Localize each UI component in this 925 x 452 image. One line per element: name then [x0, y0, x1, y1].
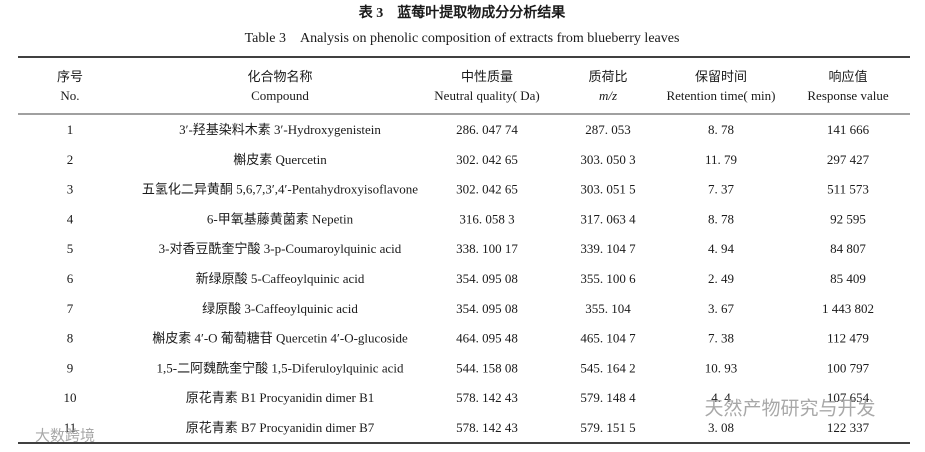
header-en: Compound: [251, 88, 309, 103]
cell: 2. 49: [708, 271, 734, 286]
cell: 3: [67, 182, 74, 197]
cell: 4: [67, 211, 74, 226]
header-cn: 中性质量: [461, 69, 513, 84]
cell: 287. 053: [585, 122, 631, 137]
cell: 6-甲氧基藤黄菌素 Nepetin: [207, 211, 354, 226]
cell: 339. 104 7: [580, 241, 636, 256]
cell: 原花青素 B1 Procyanidin dimer B1: [186, 390, 375, 405]
cell: 1: [67, 122, 74, 137]
cell: 303. 051 5: [580, 182, 635, 197]
cell: 354. 095 08: [456, 271, 518, 286]
cell: 新绿原酸 5-Caffeoylquinic acid: [196, 271, 365, 286]
cell: 107 654: [827, 390, 870, 405]
cell: 354. 095 08: [456, 301, 518, 316]
cell: 6: [67, 271, 74, 286]
cell: 1 443 802: [822, 301, 874, 316]
header-cn: 保留时间: [695, 69, 747, 84]
cell: 原花青素 B7 Procyanidin dimer B7: [186, 420, 375, 435]
cell: 4. 4: [711, 390, 731, 405]
cell: 286. 047 74: [456, 122, 518, 137]
cell: 7: [67, 301, 74, 316]
watermark: 大数跨境: [35, 427, 95, 445]
title-en: Table 3 Analysis on phenolic composition…: [245, 31, 680, 46]
cell: 545. 164 2: [580, 360, 635, 375]
cell: 84 807: [830, 241, 866, 256]
cell: 544. 158 08: [456, 360, 518, 375]
cell: 316. 058 3: [459, 211, 514, 226]
cell: 112 479: [827, 331, 869, 346]
cell: 五氢化二异黄酮 5,6,7,3′,4′-Pentahydroxyisoflavo…: [142, 182, 418, 197]
cell: 579. 151 5: [580, 420, 635, 435]
cell: 11. 79: [705, 152, 737, 167]
cell: 85 409: [830, 271, 866, 286]
cell: 297 427: [827, 152, 870, 167]
cell: 465. 104 7: [580, 331, 636, 346]
cell: 槲皮素 4′-O 葡萄糖苷 Quercetin 4′-O-glucoside: [152, 331, 408, 346]
cell: 7. 37: [708, 182, 735, 197]
cell: 10. 93: [705, 360, 738, 375]
cell: 92 595: [830, 211, 866, 226]
cell: 355. 100 6: [580, 271, 636, 286]
cell: 1,5-二阿魏酰奎宁酸 1,5-Diferuloylquinic acid: [157, 360, 404, 375]
cell: 4. 94: [708, 241, 735, 256]
cell: 317. 063 4: [580, 211, 636, 226]
header-cn: 响应值: [828, 69, 867, 84]
cell: 7. 38: [708, 331, 734, 346]
cell: 303. 050 3: [580, 152, 635, 167]
cell: 11: [64, 420, 77, 435]
cell: 10: [64, 390, 77, 405]
cell: 578. 142 43: [456, 390, 518, 405]
cell: 578. 142 43: [456, 420, 518, 435]
header-en: Retention time( min): [666, 88, 775, 103]
cell: 8. 78: [708, 122, 734, 137]
cell: 8: [67, 331, 74, 346]
cell: 579. 148 4: [580, 390, 636, 405]
cell: 2: [67, 152, 74, 167]
cell: 3. 67: [708, 301, 735, 316]
header-en: Neutral quality( Da): [434, 88, 539, 103]
cell: 100 797: [827, 360, 870, 375]
cell: 8. 78: [708, 211, 734, 226]
cell: 3. 08: [708, 420, 734, 435]
cell: 5: [67, 241, 74, 256]
cell: 302. 042 65: [456, 152, 518, 167]
cell: 9: [67, 360, 74, 375]
watermark: 天然产物研究与开发: [704, 398, 875, 420]
cell: 338. 100 17: [456, 241, 518, 256]
header-en: Response value: [807, 88, 888, 103]
cell: 3′-羟基染料木素 3′-Hydroxygenistein: [179, 122, 381, 137]
cell: 122 337: [827, 420, 870, 435]
cell: 302. 042 65: [456, 182, 518, 197]
cell: 槲皮素 Quercetin: [233, 152, 327, 167]
title-cn: 表 3 蓝莓叶提取物成分分析结果: [358, 4, 566, 21]
cell: 464. 095 48: [456, 331, 518, 346]
cell: 355. 104: [585, 301, 631, 316]
header-cn: 化合物名称: [247, 69, 312, 84]
header-en: m/z: [599, 88, 617, 103]
cell: 511 573: [827, 182, 869, 197]
cell: 141 666: [827, 122, 870, 137]
cell: 3-对香豆酰奎宁酸 3-p-Coumaroylquinic acid: [159, 241, 402, 256]
header-cn: 序号: [57, 69, 83, 84]
header-cn: 质荷比: [588, 69, 627, 84]
cell: 绿原酸 3-Caffeoylquinic acid: [202, 301, 358, 316]
header-en: No.: [60, 88, 79, 103]
